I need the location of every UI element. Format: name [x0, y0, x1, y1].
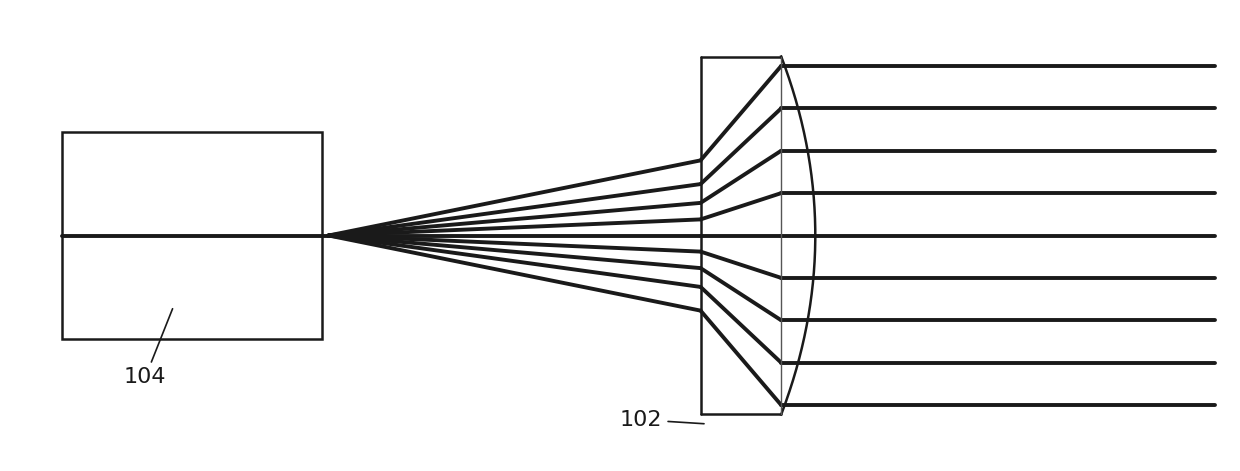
- Bar: [62, 132, 322, 339]
- Text: 104: 104: [124, 309, 172, 387]
- Text: 102: 102: [620, 410, 704, 430]
